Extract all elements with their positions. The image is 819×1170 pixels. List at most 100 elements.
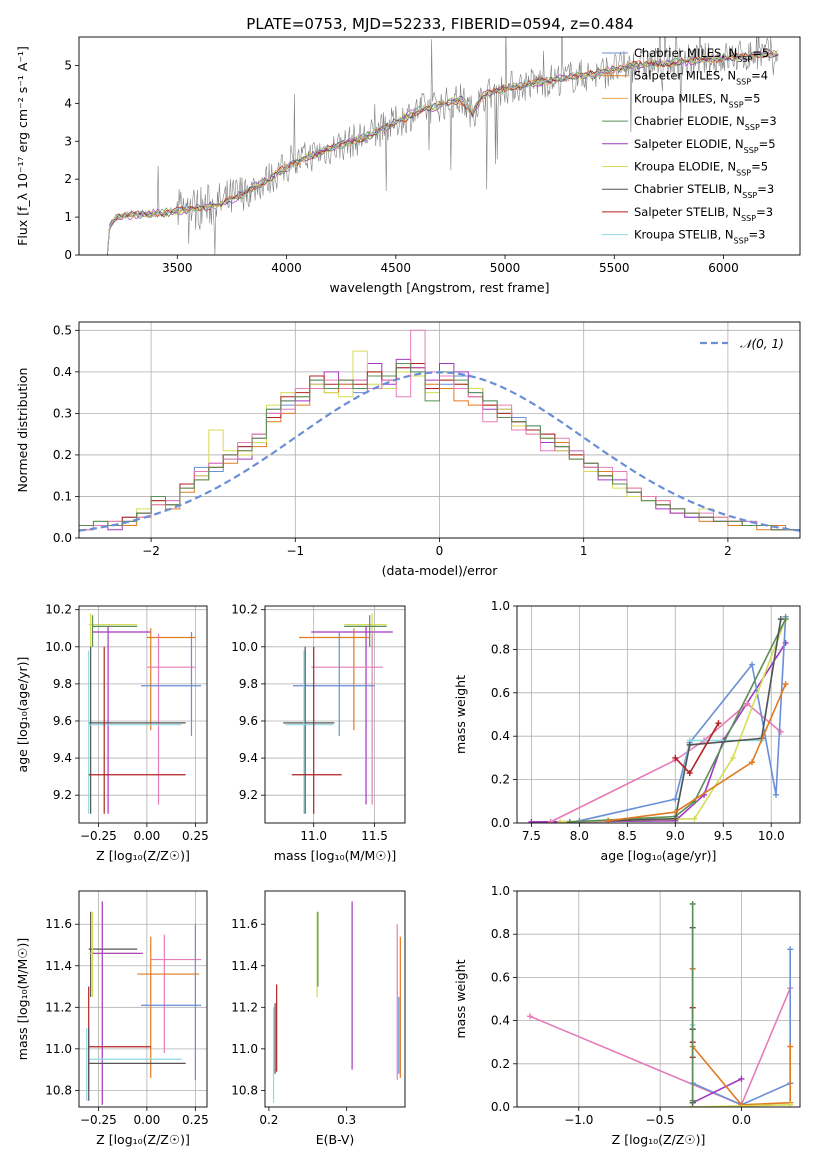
weight-marker bbox=[787, 1043, 794, 1050]
y-tick-label: 5 bbox=[64, 58, 72, 72]
legend-label: Salpeter MILES, NSSP=4 bbox=[634, 69, 768, 87]
x-tick-label: −2 bbox=[142, 544, 160, 558]
weight-marker bbox=[749, 759, 756, 766]
axes-frame bbox=[516, 605, 801, 824]
x-axis-label: mass [log₁₀(M/M☉)] bbox=[274, 848, 396, 863]
weight-marker bbox=[527, 1013, 534, 1020]
weight-marker bbox=[777, 616, 784, 623]
x-tick-label: 10.0 bbox=[758, 829, 785, 843]
histogram-series bbox=[79, 363, 800, 531]
y-tick-label: 10.8 bbox=[231, 1083, 258, 1097]
y-tick-label: 11.2 bbox=[231, 1000, 258, 1014]
weight-marker bbox=[738, 1075, 745, 1082]
x-tick-label: 11.5 bbox=[361, 829, 388, 843]
y-axis-label: age [log₁₀(age/yr)] bbox=[15, 657, 30, 773]
panel-spectrum: 3500 4000 4500 5000 5500 6000 0 1 2 3 4 5 wavelength… bbox=[15, 36, 801, 295]
y-tick-label: 0.2 bbox=[53, 448, 72, 462]
x-tick-label: 8.0 bbox=[570, 829, 589, 843]
x-tick-label: 0.25 bbox=[182, 1113, 209, 1127]
y-tick-label: 10.0 bbox=[231, 640, 258, 654]
y-tick-label: 0.2 bbox=[491, 1057, 510, 1071]
weight-marker bbox=[686, 770, 693, 777]
legend-label: 𝒩(0, 1) bbox=[740, 337, 784, 351]
legend-label: Salpeter ELODIE, NSSP=5 bbox=[634, 137, 776, 155]
axes-frame bbox=[78, 605, 208, 824]
legend-label: Chabrier MILES, NSSP=5 bbox=[634, 46, 769, 64]
y-tick-label: 0.1 bbox=[53, 489, 72, 503]
weight-marker bbox=[689, 900, 696, 907]
x-tick-label: 6000 bbox=[708, 261, 739, 275]
y-tick-label: 11.4 bbox=[45, 959, 72, 973]
y-tick-label: 0.4 bbox=[53, 365, 72, 379]
figure-title: PLATE=0753, MJD=52233, FIBERID=0594, z=0… bbox=[246, 15, 633, 33]
model-spectrum-ss bbox=[107, 51, 779, 255]
plot-area bbox=[272, 901, 401, 1103]
y-tick-label: 11.6 bbox=[231, 917, 258, 931]
y-tick-label: 9.6 bbox=[239, 714, 258, 728]
legend: Chabrier MILES, NSSP=5 Salpeter MILES, NS… bbox=[602, 46, 777, 245]
y-axis-label: mass weight bbox=[453, 959, 468, 1038]
plot-area bbox=[283, 613, 393, 814]
legend-label: Kroupa STELIB, NSSP=3 bbox=[634, 228, 765, 246]
plot-area bbox=[79, 329, 800, 532]
panel-mass_vs_Z: −0.25 0.00 0.25 10.8 11.0 11.2 11.4 11.6 Z [log₁… bbox=[15, 890, 209, 1147]
x-axis-label: wavelength [Angstrom, rest frame] bbox=[329, 280, 549, 295]
y-tick-label: 0.0 bbox=[491, 816, 510, 830]
weight-line bbox=[691, 1078, 742, 1107]
model-spectrum-cm bbox=[107, 52, 779, 255]
y-tick-label: 3 bbox=[64, 134, 72, 148]
y-tick-label: 0 bbox=[64, 248, 72, 262]
model-spectrum-ks bbox=[107, 52, 779, 254]
x-tick-label: 11.0 bbox=[300, 829, 327, 843]
legend-label: Kroupa ELODIE, NSSP=5 bbox=[634, 160, 768, 178]
panel-residuals: −2 −1 0 1 2 0.0 0.1 0.2 0.3 0.4 0.5 (data-model)/er… bbox=[15, 321, 801, 578]
panel-weight_vs_age: 7.5 8.0 8.5 9.0 9.5 10.0 0.0 0.2 0.4 0.6 0.8 1.0 age… bbox=[453, 599, 801, 863]
y-tick-label: 9.6 bbox=[53, 714, 72, 728]
panel-age_vs_Z: −0.25 0.00 0.25 9.2 9.4 9.6 9.8 10.0 10.2 Z [log₁… bbox=[15, 603, 209, 863]
x-axis-label: age [log₁₀(age/yr)] bbox=[601, 848, 717, 863]
histogram-series bbox=[79, 329, 800, 531]
weight-line bbox=[692, 949, 792, 1106]
y-tick-label: 0.2 bbox=[491, 773, 510, 787]
legend-label: Kroupa MILES, NSSP=5 bbox=[634, 91, 760, 109]
y-tick-label: 10.2 bbox=[231, 603, 258, 617]
plot-area bbox=[528, 613, 789, 823]
y-tick-label: 9.8 bbox=[53, 677, 72, 691]
x-tick-label: 0.00 bbox=[134, 829, 161, 843]
weight-marker bbox=[672, 754, 679, 761]
x-tick-label: 4000 bbox=[271, 261, 302, 275]
y-axis-label: mass weight bbox=[453, 675, 468, 754]
x-tick-label: 4500 bbox=[381, 261, 412, 275]
axes-frame bbox=[78, 321, 801, 539]
panel-age_vs_mass: 11.0 11.5 9.2 9.4 9.6 9.8 10.0 10.2 mass [log₁₀(… bbox=[231, 603, 406, 863]
x-tick-label: 0.3 bbox=[337, 1113, 356, 1127]
weight-marker bbox=[744, 700, 751, 707]
x-axis-label: E(B-V) bbox=[316, 1132, 355, 1147]
weight-marker bbox=[787, 946, 794, 953]
y-tick-label: 11.4 bbox=[231, 959, 258, 973]
legend-label: Chabrier ELODIE, NSSP=3 bbox=[634, 114, 777, 132]
x-tick-label: 0.25 bbox=[182, 829, 209, 843]
y-tick-label: 11.6 bbox=[45, 917, 72, 931]
weight-marker bbox=[672, 809, 679, 816]
y-tick-label: 1.0 bbox=[491, 884, 510, 898]
x-tick-label: 0.0 bbox=[732, 1113, 751, 1127]
y-axis-label: Normed distribution bbox=[15, 368, 30, 493]
weight-marker bbox=[691, 815, 698, 822]
y-tick-label: 0.8 bbox=[491, 927, 510, 941]
x-axis-label: (data-model)/error bbox=[382, 563, 499, 578]
model-spectrum-cs bbox=[107, 52, 779, 255]
x-tick-label: −0.25 bbox=[80, 1113, 117, 1127]
weight-marker bbox=[547, 818, 554, 823]
weight-marker bbox=[729, 754, 736, 761]
x-tick-label: −1.0 bbox=[564, 1113, 593, 1127]
y-tick-label: 10.8 bbox=[45, 1083, 72, 1097]
x-tick-label: 2 bbox=[724, 544, 732, 558]
weight-line bbox=[607, 683, 787, 822]
y-tick-label: 4 bbox=[64, 96, 72, 110]
weight-marker bbox=[528, 818, 535, 823]
y-tick-label: 9.4 bbox=[239, 751, 258, 765]
y-tick-label: 2 bbox=[64, 172, 72, 186]
y-axis-label: Flux [f_λ 10⁻¹⁷ erg cm⁻² s⁻¹ A⁻¹] bbox=[15, 46, 30, 246]
